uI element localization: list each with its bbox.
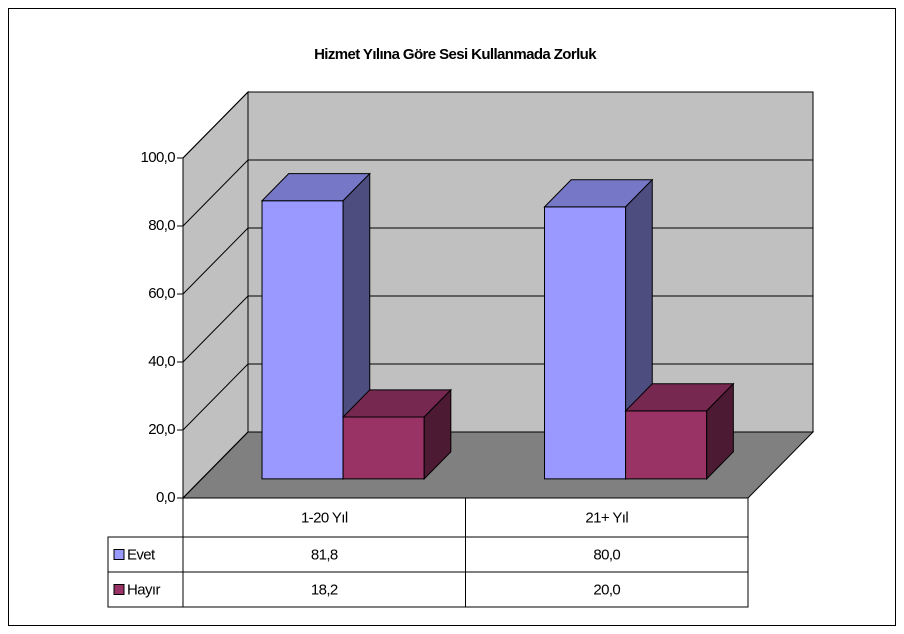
x-tick-label: 21+ Yıl xyxy=(585,509,628,526)
bar xyxy=(341,388,453,481)
legend-label: Hayır xyxy=(127,581,160,598)
y-tick-label: 0,0 xyxy=(156,489,175,506)
legend-key xyxy=(113,549,125,560)
bar-front xyxy=(544,206,627,480)
data-label: 18,2 xyxy=(311,581,338,598)
table-cell xyxy=(465,571,749,608)
x-tick-label: 1-20 Yıl xyxy=(301,509,348,526)
data-label: 20,0 xyxy=(593,581,620,598)
grid-line xyxy=(182,91,813,159)
legend-label: Evet xyxy=(127,546,156,563)
data-label: 81,8 xyxy=(311,546,338,563)
bar xyxy=(624,382,735,481)
bar-front xyxy=(342,416,425,480)
legend-key xyxy=(113,584,125,595)
y-tick-label: 80,0 xyxy=(148,217,175,234)
y-tick-label: 100,0 xyxy=(140,149,175,166)
table-cell xyxy=(465,536,749,573)
table-cell xyxy=(182,571,466,608)
y-tick-label: 40,0 xyxy=(148,353,175,370)
y-tick-label: 60,0 xyxy=(148,285,175,302)
bar-front xyxy=(261,200,344,480)
chart-title: Hizmet Yılına Göre Sesi Kullanmada Zorlu… xyxy=(314,46,597,63)
bar-front xyxy=(625,410,708,480)
y-tick-label: 20,0 xyxy=(148,421,175,438)
bar-side xyxy=(423,388,452,481)
side-wall xyxy=(182,90,249,500)
grid-line xyxy=(182,159,813,227)
bar-side xyxy=(706,382,734,481)
data-label: 80,0 xyxy=(593,546,620,563)
